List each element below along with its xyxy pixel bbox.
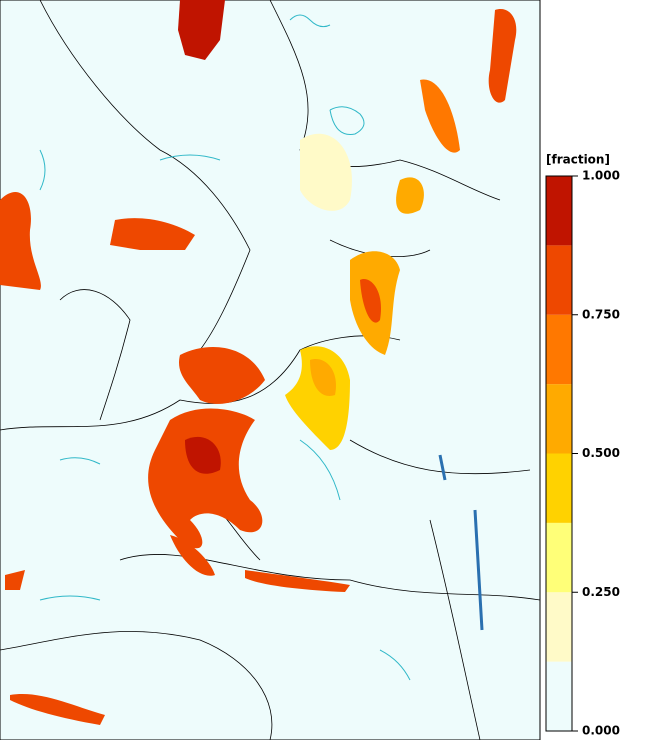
- colorbar-title: [fraction]: [546, 153, 610, 167]
- colorbar-band: [546, 245, 572, 315]
- colorbar-tick-label: 0.000: [582, 724, 620, 738]
- colorbar-band: [546, 314, 572, 385]
- colorbar: [fraction] 0.000 0.250 0.500 0.750 1.000: [545, 153, 620, 738]
- colorbar-tick-label: 0.250: [582, 585, 620, 599]
- colorbar-band: [546, 176, 572, 246]
- colorbar-tick-label: 1.000: [582, 169, 620, 183]
- colorbar-band: [546, 384, 572, 454]
- colorbar-band: [546, 453, 572, 523]
- colorbar-band: [546, 592, 572, 662]
- colorbar-tick-label: 0.500: [582, 446, 620, 460]
- colorbar-band: [546, 661, 572, 731]
- colorbar-tick-label: 0.750: [582, 307, 620, 321]
- colorbar-band: [546, 522, 572, 593]
- map: [0, 0, 541, 740]
